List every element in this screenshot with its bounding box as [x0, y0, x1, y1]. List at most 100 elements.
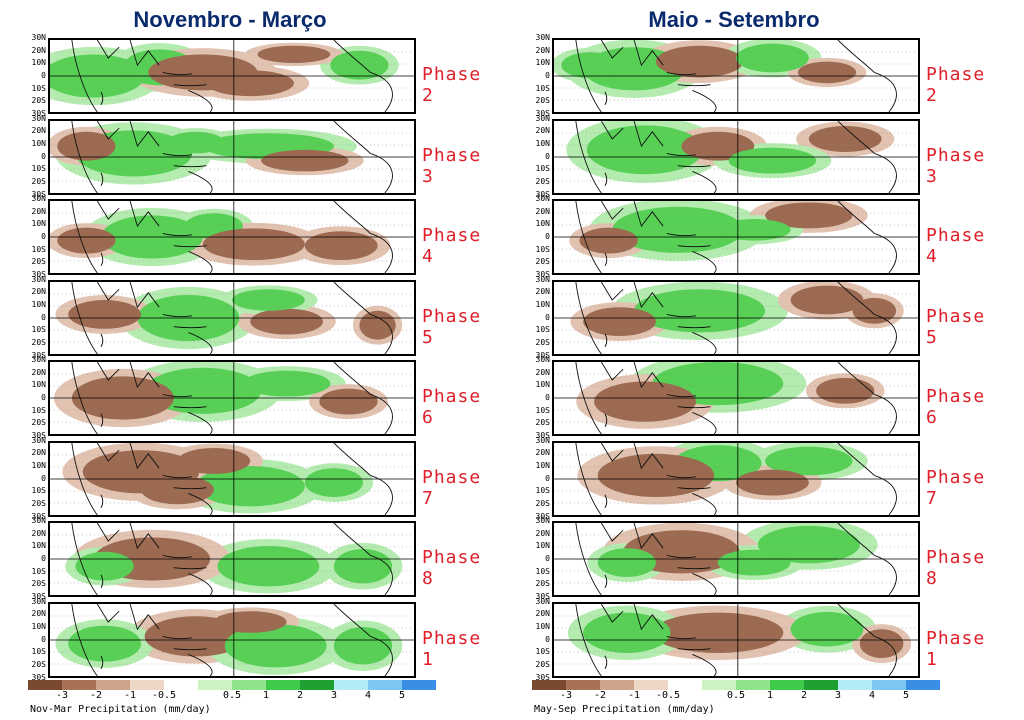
coastline [129, 120, 160, 147]
colorbar-swatch [402, 680, 436, 690]
coastline [600, 40, 624, 59]
colorbar-swatch [96, 680, 130, 690]
latitude-labels: 30N 20N 10N 0 10S 20S 30S [24, 356, 46, 440]
phase-map-panel [552, 360, 920, 436]
latitude-label: 20N [31, 367, 46, 377]
colorbar-tick: 3 [834, 690, 842, 701]
latitude-label: 20N [535, 367, 550, 377]
column-title: Maio - Setembro [648, 7, 820, 32]
precipitation-map [50, 201, 414, 273]
precipitation-map [554, 281, 918, 354]
latitude-label: 20S [31, 659, 46, 669]
latitude-label: 30S [31, 109, 46, 118]
latitude-label: 20S [31, 96, 46, 106]
coastline [188, 170, 213, 193]
latitude-label: 30N [31, 274, 46, 284]
colorbar [28, 680, 436, 690]
coastline [162, 393, 193, 398]
latitude-label: 30N [31, 113, 46, 123]
latitude-labels: 30N 20N 10N 0 10S 20S 30S [24, 597, 46, 681]
coastline [677, 84, 711, 87]
latitude-label: 30S [31, 350, 46, 360]
coastline [71, 603, 98, 676]
coastline [575, 281, 602, 354]
coastline [96, 442, 120, 462]
latitude-label: 30N [535, 33, 550, 42]
latitude-label: 0 [545, 393, 550, 402]
latitude-label: 10S [535, 566, 550, 576]
coastline [575, 603, 602, 676]
colorbar-swatch [164, 680, 198, 690]
latitude-label: 0 [545, 312, 550, 322]
anomaly-brown [859, 628, 904, 658]
phase-label: Phase 7 [926, 466, 986, 509]
coastline [96, 603, 120, 623]
anomaly-brown [68, 299, 141, 329]
coastline [370, 71, 393, 112]
anomaly-brown [655, 45, 744, 78]
coastline [96, 281, 120, 301]
phase-label: Phase 5 [422, 305, 482, 348]
coastline [370, 635, 393, 676]
colorbar-tick: 1 [766, 690, 774, 701]
coastline [633, 362, 664, 389]
phase-label: Phase 7 [422, 466, 482, 509]
colorbar-swatch [770, 680, 804, 690]
coastline [600, 603, 624, 623]
colorbar-swatch [130, 680, 164, 690]
latitude-label: 30N [535, 596, 550, 606]
colorbar-tick: -0.5 [151, 690, 177, 701]
coastline [96, 120, 120, 140]
coastline [837, 603, 875, 637]
coastline [96, 40, 120, 59]
anomaly-brown [261, 149, 349, 171]
anomaly-green [634, 288, 766, 332]
anomaly-brown [765, 202, 853, 229]
latitude-label: 30N [31, 516, 46, 525]
coastline [666, 313, 697, 317]
latitude-label: 20S [535, 498, 550, 508]
coastline [71, 442, 98, 515]
latitude-label: 10N [31, 299, 46, 309]
latitude-label: 30S [31, 592, 46, 601]
coastline [666, 635, 697, 639]
coastline [677, 406, 711, 409]
latitude-label: 0 [41, 71, 46, 80]
coastline [874, 393, 897, 434]
latitude-label: 20S [535, 96, 550, 106]
coastline [333, 281, 371, 315]
colorbar-tick: -1 [627, 690, 641, 701]
phase-map-panel [552, 279, 920, 356]
coastline [188, 331, 213, 354]
latitude-label: 30N [31, 355, 46, 364]
coastline [677, 245, 711, 248]
coastline [129, 603, 160, 630]
latitude-label: 30S [31, 431, 46, 440]
anomaly-green [790, 611, 864, 646]
coastline [370, 152, 393, 193]
latitude-label: 30S [31, 189, 46, 199]
latitude-labels: 30N 20N 10N 0 10S 20S 30S [24, 195, 46, 279]
coastline [604, 333, 608, 347]
latitude-label: 20S [535, 418, 550, 428]
phase-map-panel [552, 601, 920, 678]
latitude-label: 10S [535, 325, 550, 335]
latitude-label: 30S [535, 270, 550, 279]
coastline [692, 411, 717, 434]
precipitation-map [554, 120, 918, 193]
coastline [129, 281, 160, 308]
coastline [370, 232, 393, 273]
latitude-label: 0 [41, 393, 46, 402]
coastline [188, 411, 213, 434]
latitude-label: 10N [31, 58, 46, 68]
coastline [692, 170, 717, 193]
latitude-label: 10S [535, 405, 550, 415]
latitude-labels: 30N 20N 10N 0 10S 20S 30S [528, 517, 550, 601]
coastline [96, 362, 120, 381]
anomaly-green [75, 551, 134, 581]
coastline [100, 494, 104, 508]
colorbar-caption: Nov-Mar Precipitation (mm/day) [30, 704, 211, 715]
coastline [692, 572, 717, 595]
colorbar-swatch [804, 680, 838, 690]
latitude-label: 10S [31, 325, 46, 335]
